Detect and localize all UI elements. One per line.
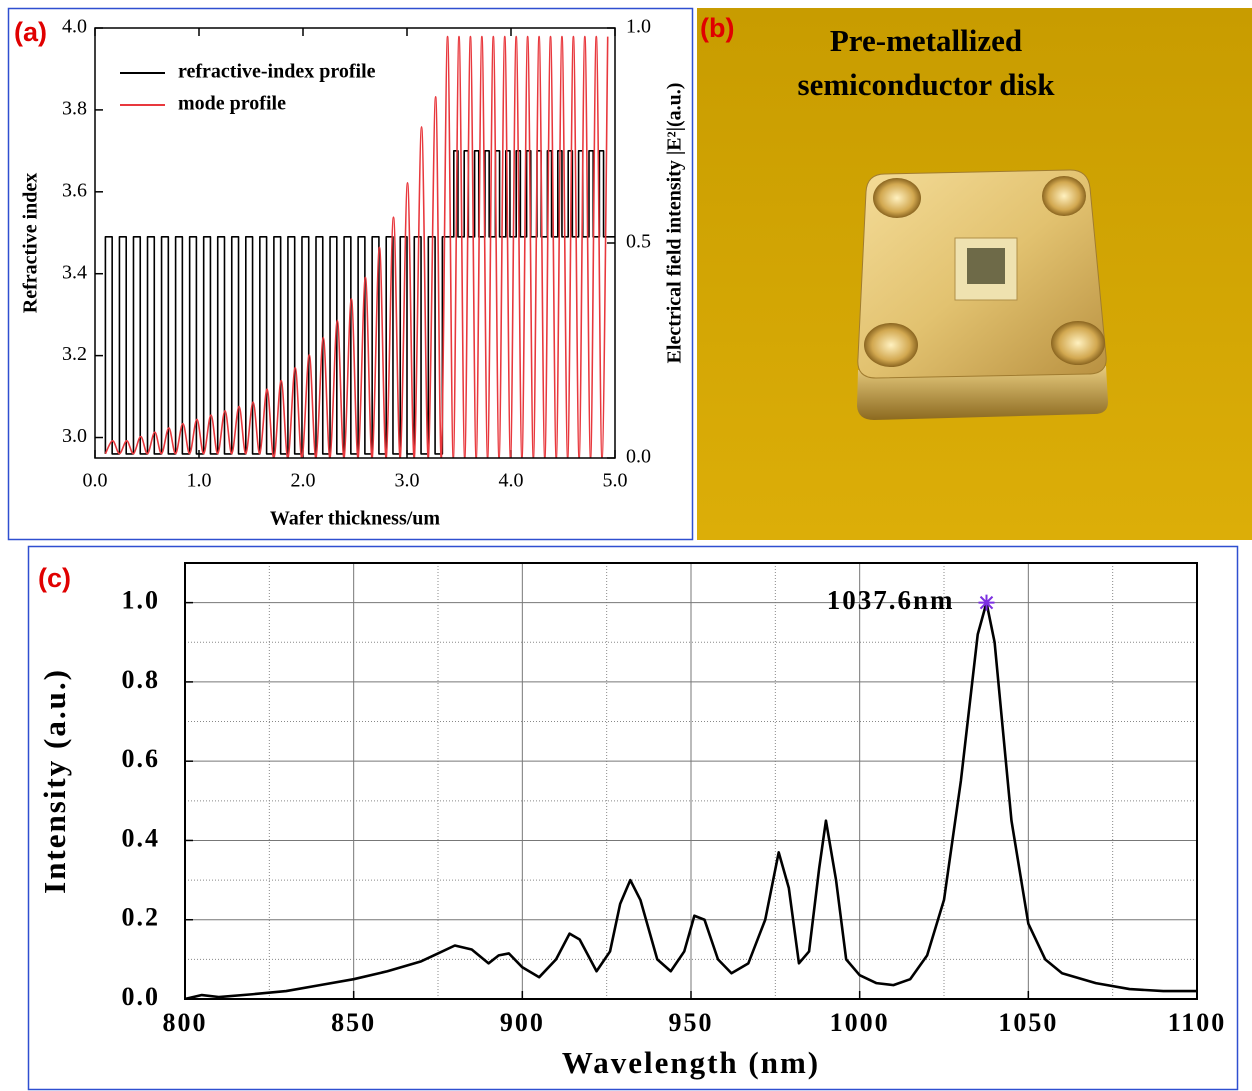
x-tick-label: 1050 xyxy=(998,1008,1058,1037)
y-tick-label: 3.4 xyxy=(62,261,87,283)
chart: 800 850 900 950 1000 1050 1100 0.0 0.2 0.4 0.6 0.8 1… xyxy=(37,562,1227,1080)
y-tick-label: 0.8 xyxy=(122,665,161,694)
photo: (b) Pre-metallized semiconductor disk xyxy=(697,8,1252,540)
x-tick-label: 800 xyxy=(163,1008,208,1037)
panel-frame xyxy=(7,7,694,541)
x-axis-label: Wafer thickness/um xyxy=(270,508,441,530)
y-tick-label: 4.0 xyxy=(62,16,87,38)
disk-hole xyxy=(1042,176,1086,216)
y2-axis-label: Electrical field intensity |E²|(a.u.) xyxy=(664,83,686,364)
y-tick-label: 0.6 xyxy=(122,744,161,773)
y-tick-label: 0.4 xyxy=(122,823,161,852)
line xyxy=(104,150,615,455)
line xyxy=(185,601,1197,999)
y-axis-label: Refractive index xyxy=(20,173,42,314)
x-tick-label: 5.0 xyxy=(603,470,628,492)
x-tick-label: 4.0 xyxy=(499,470,524,492)
y2-tick-label: 1.0 xyxy=(626,16,651,38)
annotation: 1037.6nm xyxy=(827,585,955,615)
panel-label: (a) xyxy=(14,17,47,47)
x-tick-label: 2.0 xyxy=(291,470,316,492)
y2-tick-label: 0.5 xyxy=(626,231,651,253)
legend-label: refractive-index profile xyxy=(178,61,376,83)
x-tick-label: 950 xyxy=(669,1008,714,1037)
x-tick-label: 1000 xyxy=(830,1008,890,1037)
disk-side xyxy=(857,366,1108,420)
y-tick-label: 3.2 xyxy=(62,343,87,365)
x-tick-label: 900 xyxy=(500,1008,545,1037)
plot-frame xyxy=(94,27,616,459)
y-tick-label: 3.0 xyxy=(62,425,87,447)
y-tick-label: 0.2 xyxy=(122,903,161,932)
photo-caption: Pre-metallized xyxy=(830,23,1022,58)
x-tick-label: 0.0 xyxy=(83,470,108,492)
line xyxy=(104,35,609,458)
disk-hole xyxy=(864,323,918,367)
y2-tick-label: 0.0 xyxy=(626,446,651,468)
photo-caption: semiconductor disk xyxy=(798,67,1056,102)
y-tick-label: 3.8 xyxy=(62,97,87,119)
y-tick-label: 3.6 xyxy=(62,179,87,201)
x-tick-label: 1100 xyxy=(1168,1008,1227,1037)
x-tick-label: 3.0 xyxy=(395,470,420,492)
y-tick-label: 1.0 xyxy=(122,586,161,615)
panel-label: (b) xyxy=(700,13,734,43)
disk-hole xyxy=(1051,321,1105,365)
chip xyxy=(967,248,1005,284)
y-axis-label: Intensity (a.u.) xyxy=(37,668,72,894)
x-tick-label: 1.0 xyxy=(187,470,212,492)
marker-stroke xyxy=(979,595,994,610)
plot-frame xyxy=(184,562,1198,1000)
peak-marker xyxy=(978,594,995,611)
legend-label: mode profile xyxy=(178,93,286,115)
panel-frame xyxy=(27,545,1239,1091)
panel-label: (c) xyxy=(38,563,71,593)
x-axis-label: Wavelength (nm) xyxy=(562,1045,820,1080)
chart: 0.0 1.0 2.0 3.0 4.0 5.0 3.0 3.2 3.4 3.6 3.8 4.0 0.0 0… xyxy=(14,16,686,530)
disk-hole xyxy=(873,178,921,218)
x-tick-label: 850 xyxy=(331,1008,376,1037)
y-tick-label: 0.0 xyxy=(122,982,161,1011)
